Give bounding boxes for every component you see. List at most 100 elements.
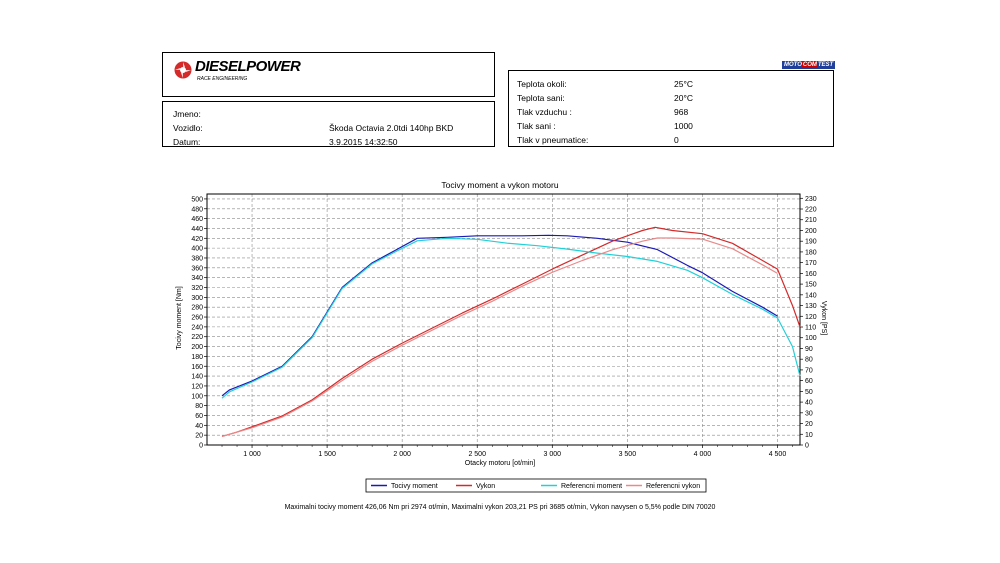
y-tick-label: 160 [191,364,203,371]
logo-subtitle: RACE ENGINEERING [197,76,248,82]
y-tick-label: 500 [191,196,203,203]
legend-label: Tocivy moment [391,483,438,490]
cond-value-tlak-pneumatice: 0 [674,135,679,145]
x-tick-label: 2 500 [468,451,486,458]
x-tick-label: 3 000 [544,451,562,458]
y-tick-label: 300 [191,295,203,302]
x-tick-label: 1 500 [318,451,336,458]
y2-tick-label: 100 [805,335,817,342]
y-tick-label: 60 [195,413,203,420]
vehicle-info-panel: Jmeno: Vozidlo: Škoda Octavia 2.0tdi 140… [162,101,495,147]
y-tick-label: 120 [191,383,203,390]
y2-tick-label: 160 [805,271,817,278]
turbo-logo-icon [174,61,192,79]
y2-tick-label: 0 [805,443,809,450]
series-line [221,237,778,437]
y2-tick-label: 170 [805,260,817,267]
info-label-vozidlo: Vozidlo: [173,123,203,133]
y2-tick-label: 180 [805,249,817,256]
y-tick-label: 20 [195,433,203,440]
cond-label-teplota-sani: Teplota sani: [517,93,565,103]
chart-title: Tocivy moment a vykon motoru [441,180,558,190]
y-tick-label: 100 [191,393,203,400]
y2-tick-label: 40 [805,400,813,407]
logo-panel: DIESELPOWER RACE ENGINEERING [162,52,495,97]
y-tick-label: 220 [191,334,203,341]
x-tick-label: 4 000 [694,451,712,458]
cond-label-tlak-vzduchu: Tlak vzduchu : [517,107,572,117]
y2-tick-label: 10 [805,432,813,439]
y2-tick-label: 190 [805,239,817,246]
brand-badge-left: MOTO [784,62,802,68]
y-tick-label: 0 [199,443,203,450]
x-tick-label: 1 000 [243,451,261,458]
y2-tick-label: 120 [805,314,817,321]
y2-tick-label: 210 [805,217,817,224]
legend-label: Vykon [476,483,495,490]
chart-grid [207,194,800,445]
info-label-datum: Datum: [173,137,201,147]
cond-value-teplota-sani: 20°C [674,93,693,103]
y2-tick-label: 60 [805,378,813,385]
y-tick-label: 200 [191,344,203,351]
y-tick-label: 260 [191,315,203,322]
x-tick-label: 3 500 [619,451,637,458]
y2-tick-label: 50 [805,389,813,396]
cond-value-teplota-okoli: 25°C [674,79,693,89]
chart-series [221,226,801,437]
y-tick-label: 320 [191,285,203,292]
y-tick-label: 80 [195,403,203,410]
chart-legend: Tocivy moment Vykon Referencni moment Refer… [365,478,707,493]
y-tick-label: 380 [191,255,203,262]
y-axis-label: Tocivy moment [Nm] [176,286,183,349]
series-line [221,234,778,397]
cond-value-tlak-vzduchu: 968 [674,107,689,117]
legend-label: Referencni vykon [646,483,700,490]
y-tick-label: 480 [191,206,203,213]
x-tick-label: 2 000 [393,451,411,458]
y2-tick-label: 140 [805,292,817,299]
info-label-jmeno: Jmeno: [173,109,201,119]
y-tick-label: 140 [191,374,203,381]
chart-axes: 0204060801001201401601802002202402602803… [191,193,817,458]
summary-footer: Maximalni tocivy moment 426,06 Nm pri 29… [284,504,716,511]
y2-tick-label: 110 [805,325,816,332]
info-value-datum: 3.9.2015 14:32:50 [329,137,398,147]
x-axis-label: Otacky motoru [ot/min] [465,460,535,467]
y-tick-label: 420 [191,236,203,243]
legend-label: Referencni moment [561,483,622,490]
legend-box [365,478,707,493]
y-tick-label: 180 [191,354,203,361]
y2-tick-label: 20 [805,421,813,428]
logo-wordmark: DIESELPOWER [195,58,301,75]
y-tick-label: 340 [191,275,203,282]
y-tick-label: 460 [191,216,203,223]
y2-tick-label: 30 [805,410,813,417]
y-tick-label: 40 [195,423,203,430]
cond-label-teplota-okoli: Teplota okoli: [517,79,567,89]
y2-tick-label: 130 [805,303,817,310]
cond-label-tlak-sani: Tlak sani : [517,121,556,131]
y2-tick-label: 200 [805,228,817,235]
cond-value-tlak-sani: 1000 [674,121,693,131]
brand-badge-mid: COM [801,62,818,68]
cond-label-tlak-pneumatice: Tlak v pneumatice: [517,135,589,145]
y2-tick-label: 220 [805,207,817,214]
y-tick-label: 400 [191,246,203,253]
y2-axis-label: Vykon [PS] [820,301,827,335]
y-tick-label: 360 [191,265,203,272]
plot-frame [206,193,801,446]
series-line [221,226,801,437]
motocomtest-logo: MOTOCOMTEST [782,61,836,69]
y-tick-label: 440 [191,226,203,233]
info-value-vozidlo: Škoda Octavia 2.0tdi 140hp BKD [329,123,454,133]
y2-tick-label: 90 [805,346,813,353]
y2-tick-label: 80 [805,357,813,364]
series-line [221,237,801,399]
brand-badge-right: TEST [817,62,834,68]
x-tick-label: 4 500 [769,451,787,458]
y-tick-label: 240 [191,324,203,331]
y-tick-label: 280 [191,305,203,312]
y2-tick-label: 230 [805,196,817,203]
